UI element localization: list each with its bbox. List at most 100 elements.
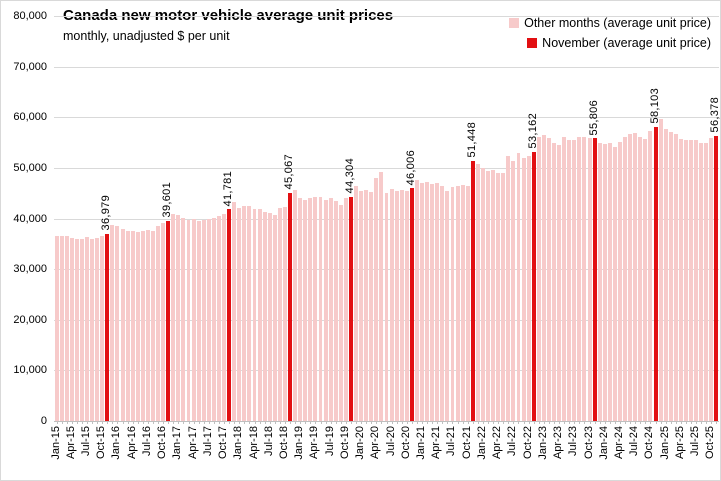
- month-bar-Jul-23: [572, 140, 577, 421]
- legend-label-other: Other months (average unit price): [524, 16, 711, 30]
- x-axis-tick: [660, 421, 662, 424]
- x-axis-tick-label: Oct-24: [643, 426, 656, 460]
- x-axis-tick: [589, 421, 591, 424]
- x-axis-tick: [645, 421, 647, 424]
- x-axis-tick: [86, 421, 88, 424]
- x-axis-tick-label: Jan-16: [110, 426, 123, 460]
- x-axis-tick: [229, 421, 231, 424]
- x-axis-tick: [107, 421, 109, 424]
- month-bar-Oct-21: [465, 185, 470, 421]
- month-bar-May-22: [501, 172, 506, 421]
- x-axis-tick: [675, 421, 677, 424]
- month-bar-Jan-19: [298, 198, 303, 421]
- x-axis-tick-label: Jul-18: [262, 426, 275, 456]
- x-axis-tick: [437, 421, 439, 424]
- x-axis-tick: [381, 421, 383, 424]
- month-bar-Apr-20: [374, 178, 379, 421]
- x-axis-tick-label: Jan-15: [49, 426, 62, 460]
- x-axis-tick: [178, 421, 180, 424]
- x-axis-tick: [482, 421, 484, 424]
- x-axis-tick: [340, 421, 342, 424]
- x-axis-tick-label: Apr-23: [552, 426, 565, 460]
- x-axis-tick: [386, 421, 388, 424]
- month-bar-Feb-15: [59, 235, 64, 421]
- month-bar-Jul-18: [267, 212, 272, 421]
- x-axis-tick: [584, 421, 586, 424]
- x-axis-tick-label: Oct-16: [156, 426, 169, 460]
- x-axis-tick: [173, 421, 175, 424]
- x-axis-tick-label: Oct-19: [338, 426, 351, 460]
- november-bar-Nov-22: [531, 151, 536, 421]
- x-axis-tick: [335, 421, 337, 424]
- x-axis-tick: [635, 421, 637, 424]
- month-bar-Oct-19: [343, 198, 348, 421]
- x-axis-tick: [452, 421, 454, 424]
- month-bar-Jun-21: [445, 191, 450, 421]
- x-axis-tick: [71, 421, 73, 424]
- month-bar-Jun-18: [262, 211, 267, 421]
- month-bar-Dec-24: [658, 119, 663, 421]
- chart-title: Canada new motor vehicle average unit pr…: [63, 7, 394, 24]
- month-bar-Dec-22: [536, 136, 541, 421]
- x-axis-tick-label: Jan-18: [232, 426, 245, 460]
- month-bar-Apr-25: [678, 138, 683, 421]
- plot-area: 36,979 39,601 41,781 45,067 44,304 46,006 51,4…: [54, 16, 720, 422]
- x-axis-tick: [188, 421, 190, 424]
- month-bar-Jul-20: [389, 189, 394, 421]
- x-axis-tick: [680, 421, 682, 424]
- month-bar-Mar-24: [612, 146, 617, 421]
- x-axis-tick-label: Apr-22: [491, 426, 504, 460]
- x-axis-tick: [97, 421, 99, 424]
- x-axis-tick: [163, 421, 165, 424]
- month-bar-Dec-17: [232, 201, 237, 421]
- other-months-swatch-icon: [509, 18, 520, 28]
- x-axis-tick: [152, 421, 154, 424]
- november-bar-Nov-17: [227, 209, 232, 421]
- x-axis-tick: [142, 421, 144, 424]
- x-axis-tick: [559, 421, 561, 424]
- month-bar-Jul-21: [450, 187, 455, 421]
- month-bar-Mar-22: [491, 169, 496, 421]
- month-bar-Dec-16: [171, 214, 176, 421]
- x-axis-tick: [670, 421, 672, 424]
- x-axis-tick-label: Jul-25: [689, 426, 702, 456]
- x-axis-tick: [548, 421, 550, 424]
- month-bar-May-21: [440, 185, 445, 421]
- x-axis-tick: [218, 421, 220, 424]
- x-axis-tick: [691, 421, 693, 424]
- x-axis-tick: [594, 421, 596, 424]
- x-axis-tick: [66, 421, 68, 424]
- x-axis-tick: [528, 421, 530, 424]
- x-axis-tick: [61, 421, 63, 424]
- month-bar-Jan-22: [480, 167, 485, 421]
- month-bar-Apr-19: [313, 197, 318, 421]
- x-axis-tick-label: Oct-17: [217, 426, 230, 460]
- x-axis-tick: [310, 421, 312, 424]
- x-axis-tick-label: Jan-24: [597, 426, 610, 460]
- month-bar-Aug-19: [333, 201, 338, 421]
- november-swatch-icon: [527, 38, 538, 48]
- gridline: [54, 167, 719, 169]
- month-bar-May-24: [623, 136, 628, 421]
- x-axis-tick: [427, 421, 429, 424]
- x-axis-tick: [76, 421, 78, 424]
- november-value-label: 51,448: [465, 122, 478, 158]
- month-bar-Mar-25: [673, 134, 678, 421]
- month-bar-Feb-22: [486, 171, 490, 421]
- x-axis-tick-label: Oct-20: [399, 426, 412, 460]
- november-bar-Nov-24: [653, 126, 658, 421]
- x-axis-tick: [274, 421, 276, 424]
- x-axis-tick: [518, 421, 520, 424]
- x-axis-tick: [81, 421, 83, 424]
- x-axis-tick-label: Jul-15: [79, 426, 92, 456]
- month-bar-Jul-25: [694, 140, 699, 421]
- x-axis-tick-label: Apr-15: [64, 426, 77, 460]
- month-bar-Mar-16: [125, 230, 130, 421]
- month-bar-Oct-20: [404, 191, 409, 421]
- month-bar-May-16: [135, 232, 140, 421]
- x-axis-tick: [411, 421, 413, 424]
- x-axis-tick-label: Jul-24: [628, 426, 641, 456]
- chart-subtitle: monthly, unadjusted $ per unit: [63, 29, 230, 43]
- x-axis-tick: [579, 421, 581, 424]
